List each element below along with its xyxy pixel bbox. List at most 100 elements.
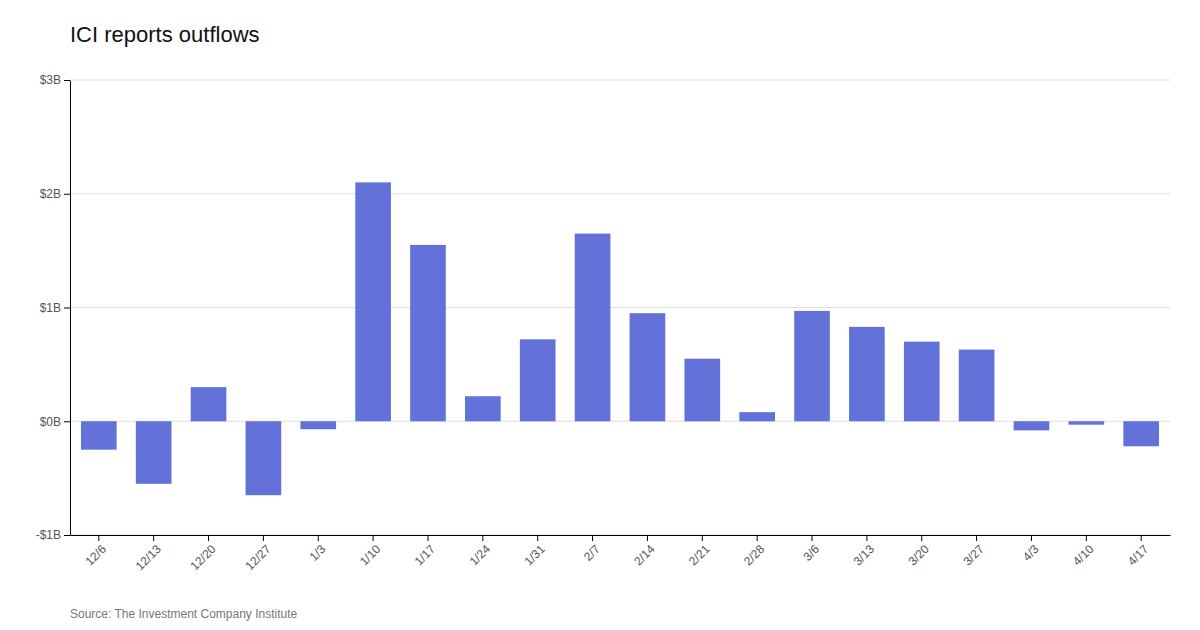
- x-tick-label: 12/13: [133, 542, 164, 573]
- y-tick-label: $2B: [40, 187, 61, 201]
- x-tick-mark: [318, 535, 319, 541]
- chart: ICI reports outflows Source: The Investme…: [0, 0, 1200, 630]
- bar: [959, 350, 995, 422]
- y-tick-mark: [64, 535, 70, 536]
- x-tick-mark: [482, 535, 483, 541]
- y-tick: -$1B: [36, 528, 70, 542]
- x-tick: 3/6: [801, 535, 823, 564]
- x-tick: 2/14: [631, 535, 658, 568]
- x-tick: 12/6: [83, 535, 110, 568]
- x-tick-mark: [921, 535, 922, 541]
- grid-line: [70, 535, 1170, 536]
- bar: [520, 339, 556, 421]
- y-axis: -$1B $0B $1B $2B $3B: [36, 73, 71, 542]
- y-axis-line: [70, 81, 71, 536]
- x-tick-mark: [1031, 535, 1032, 541]
- x-tick-mark: [98, 535, 99, 541]
- bar: [81, 421, 117, 449]
- grid-line: [70, 307, 1170, 308]
- x-tick-label: 3/27: [960, 542, 987, 569]
- x-tick-label: 3/6: [801, 542, 823, 564]
- x-tick-label: 3/13: [851, 542, 878, 569]
- x-tick-mark: [373, 535, 374, 541]
- x-tick-mark: [1086, 535, 1087, 541]
- x-tick-label: 2/7: [581, 542, 603, 564]
- bar: [739, 412, 775, 421]
- x-tick-label: 4/17: [1125, 542, 1152, 569]
- bars: [81, 182, 1159, 495]
- x-tick-label: 1/3: [307, 542, 329, 564]
- x-tick: 1/31: [521, 535, 548, 568]
- bar: [684, 359, 720, 422]
- x-tick: 4/3: [1020, 535, 1042, 564]
- bar: [191, 387, 227, 421]
- y-tick-label: -$1B: [36, 528, 61, 542]
- bar: [465, 396, 501, 421]
- y-tick-mark: [64, 308, 70, 309]
- x-tick-label: 1/10: [357, 542, 384, 569]
- bar: [794, 311, 830, 421]
- x-tick-label: 2/14: [631, 542, 658, 569]
- x-tick-label: 12/27: [242, 542, 273, 573]
- x-tick-mark: [757, 535, 758, 541]
- x-tick: 12/20: [188, 535, 219, 573]
- x-tick-mark: [702, 535, 703, 541]
- x-tick: 3/20: [906, 535, 933, 568]
- x-tick-mark: [263, 535, 264, 541]
- x-tick-mark: [866, 535, 867, 541]
- x-tick-label: 3/20: [906, 542, 933, 569]
- x-tick-label: 4/10: [1070, 542, 1097, 569]
- x-axis: 12/6 12/13 12/20 12/27 1/3 1/10 1/17 1/24 1/31 2/…: [71, 535, 1171, 573]
- y-tick: $2B: [40, 187, 70, 201]
- bar: [246, 421, 282, 495]
- x-tick-mark: [1141, 535, 1142, 541]
- x-tick-mark: [537, 535, 538, 541]
- x-tick: 1/3: [307, 535, 329, 564]
- plot: -$1B $0B $1B $2B $3B 12/6 12/13 12/20 12/27 1/3 1/…: [36, 73, 1171, 573]
- x-tick-label: 2/28: [741, 542, 768, 569]
- grid-line: [70, 193, 1170, 194]
- bar: [355, 182, 391, 421]
- x-tick-mark: [592, 535, 593, 541]
- x-tick: 1/10: [357, 535, 384, 568]
- x-tick: 2/21: [686, 535, 713, 568]
- y-tick-mark: [64, 80, 70, 81]
- y-tick-label: $0B: [40, 415, 61, 429]
- x-tick: 1/24: [467, 535, 494, 568]
- x-tick-label: 12/20: [188, 542, 219, 573]
- x-tick: 12/13: [133, 535, 164, 573]
- x-tick: 3/27: [960, 535, 987, 568]
- x-tick-label: 2/21: [686, 542, 713, 569]
- annotation: Source: The Investment Company Institute: [70, 607, 298, 621]
- y-tick-label: $3B: [40, 73, 61, 87]
- x-tick-label: 4/3: [1020, 542, 1042, 564]
- bar: [300, 421, 336, 429]
- y-tick: $0B: [40, 415, 70, 429]
- y-tick: $1B: [40, 301, 70, 315]
- title: ICI reports outflows: [70, 22, 260, 47]
- x-tick-label: 1/17: [412, 542, 439, 569]
- x-tick-mark: [153, 535, 154, 541]
- bar: [630, 313, 666, 421]
- grid-line: [70, 80, 1170, 81]
- y-tick: $3B: [40, 73, 70, 87]
- bar: [136, 421, 172, 484]
- bar: [904, 342, 940, 422]
- x-tick: 2/7: [581, 535, 603, 564]
- x-tick: 4/10: [1070, 535, 1097, 568]
- y-tick-mark: [64, 194, 70, 195]
- x-tick-mark: [976, 535, 977, 541]
- x-tick-mark: [812, 535, 813, 541]
- x-tick-mark: [647, 535, 648, 541]
- bar: [410, 245, 446, 421]
- y-tick-label: $1B: [40, 301, 61, 315]
- x-axis-line: [71, 535, 1171, 536]
- x-tick: 2/28: [741, 535, 768, 568]
- bar: [1123, 421, 1159, 446]
- x-tick: 12/27: [242, 535, 273, 573]
- x-tick: 3/13: [851, 535, 878, 568]
- grid-line: [70, 421, 1170, 422]
- x-tick: 4/17: [1125, 535, 1152, 568]
- bar: [1014, 421, 1050, 430]
- x-tick-mark: [427, 535, 428, 541]
